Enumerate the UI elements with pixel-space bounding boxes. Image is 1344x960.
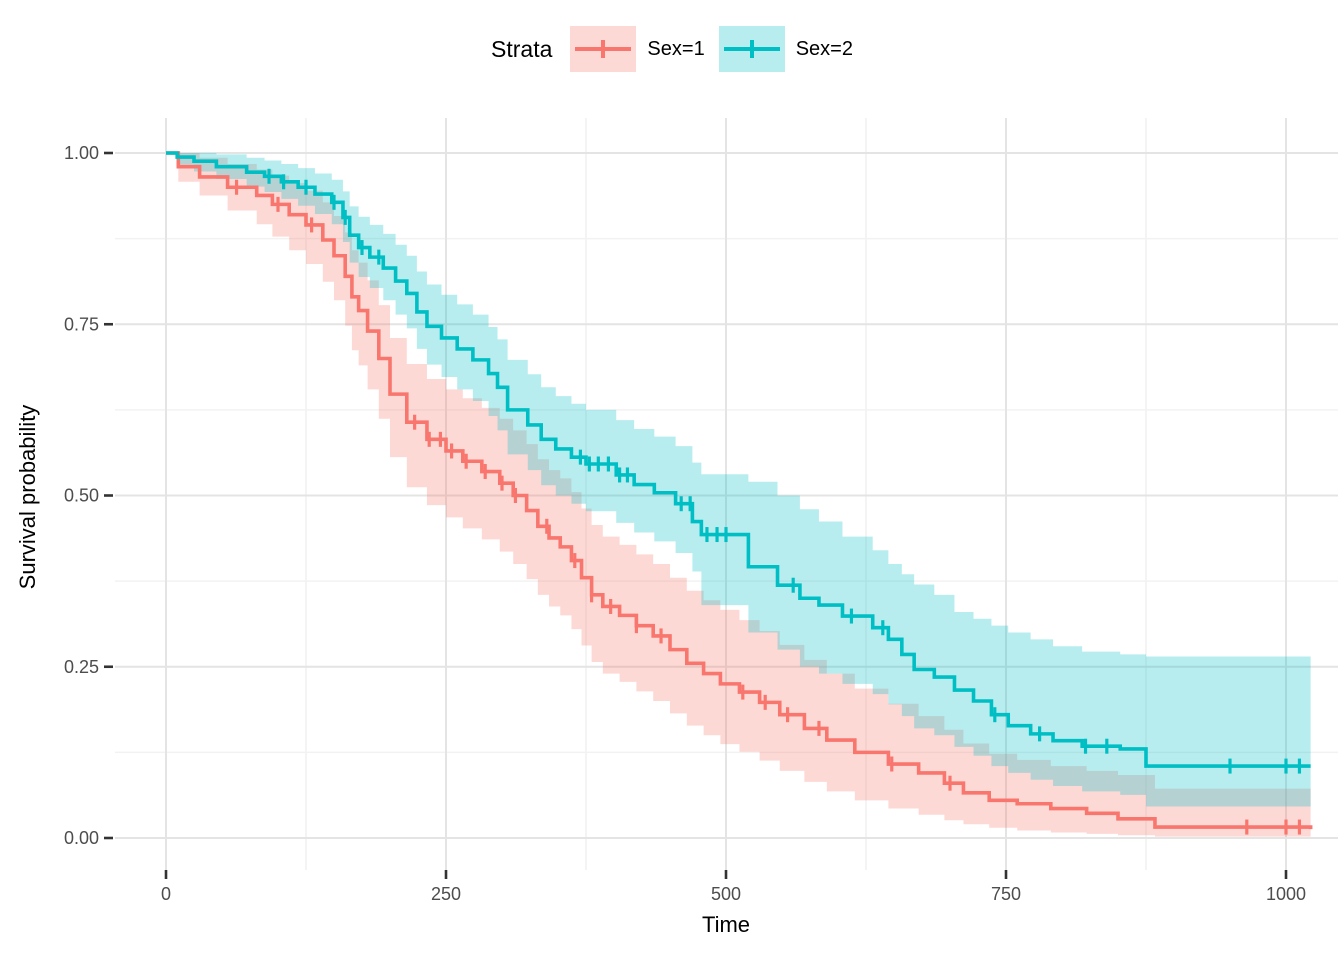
confidence-band-sex2 — [166, 153, 1311, 807]
censor-plus-icon — [601, 40, 606, 58]
legend-title: Strata — [491, 35, 553, 62]
y-tick-label: 0.75 — [64, 314, 99, 334]
confidence-band-sex1 — [166, 153, 1311, 837]
x-tick-label: 1000 — [1266, 884, 1306, 904]
y-tick-label: 0.50 — [64, 486, 99, 506]
censor-plus-icon — [749, 40, 754, 58]
x-tick-label: 0 — [161, 884, 171, 904]
legend-label-sex2: Sex=2 — [795, 37, 853, 60]
y-tick-label: 0.00 — [64, 828, 99, 848]
legend-label-sex1: Sex=1 — [647, 37, 705, 60]
y-tick-label: 1.00 — [64, 143, 99, 163]
x-tick-label: 750 — [991, 884, 1021, 904]
x-tick-label: 250 — [431, 884, 461, 904]
y-axis-title: Survival probability — [15, 404, 40, 590]
y-tick-label: 0.25 — [64, 657, 99, 677]
legend-key-sex1 — [570, 26, 637, 72]
legend-key-sex2 — [718, 26, 785, 72]
legend-item-sex2: Sex=2 — [718, 26, 853, 72]
legend: Strata Sex=1 Sex=2 — [0, 26, 1344, 72]
survival-curve-sex1 — [166, 151, 1313, 830]
x-tick-label: 500 — [711, 884, 741, 904]
x-axis-title: Time — [701, 912, 751, 937]
legend-item-sex1: Sex=1 — [570, 26, 705, 72]
